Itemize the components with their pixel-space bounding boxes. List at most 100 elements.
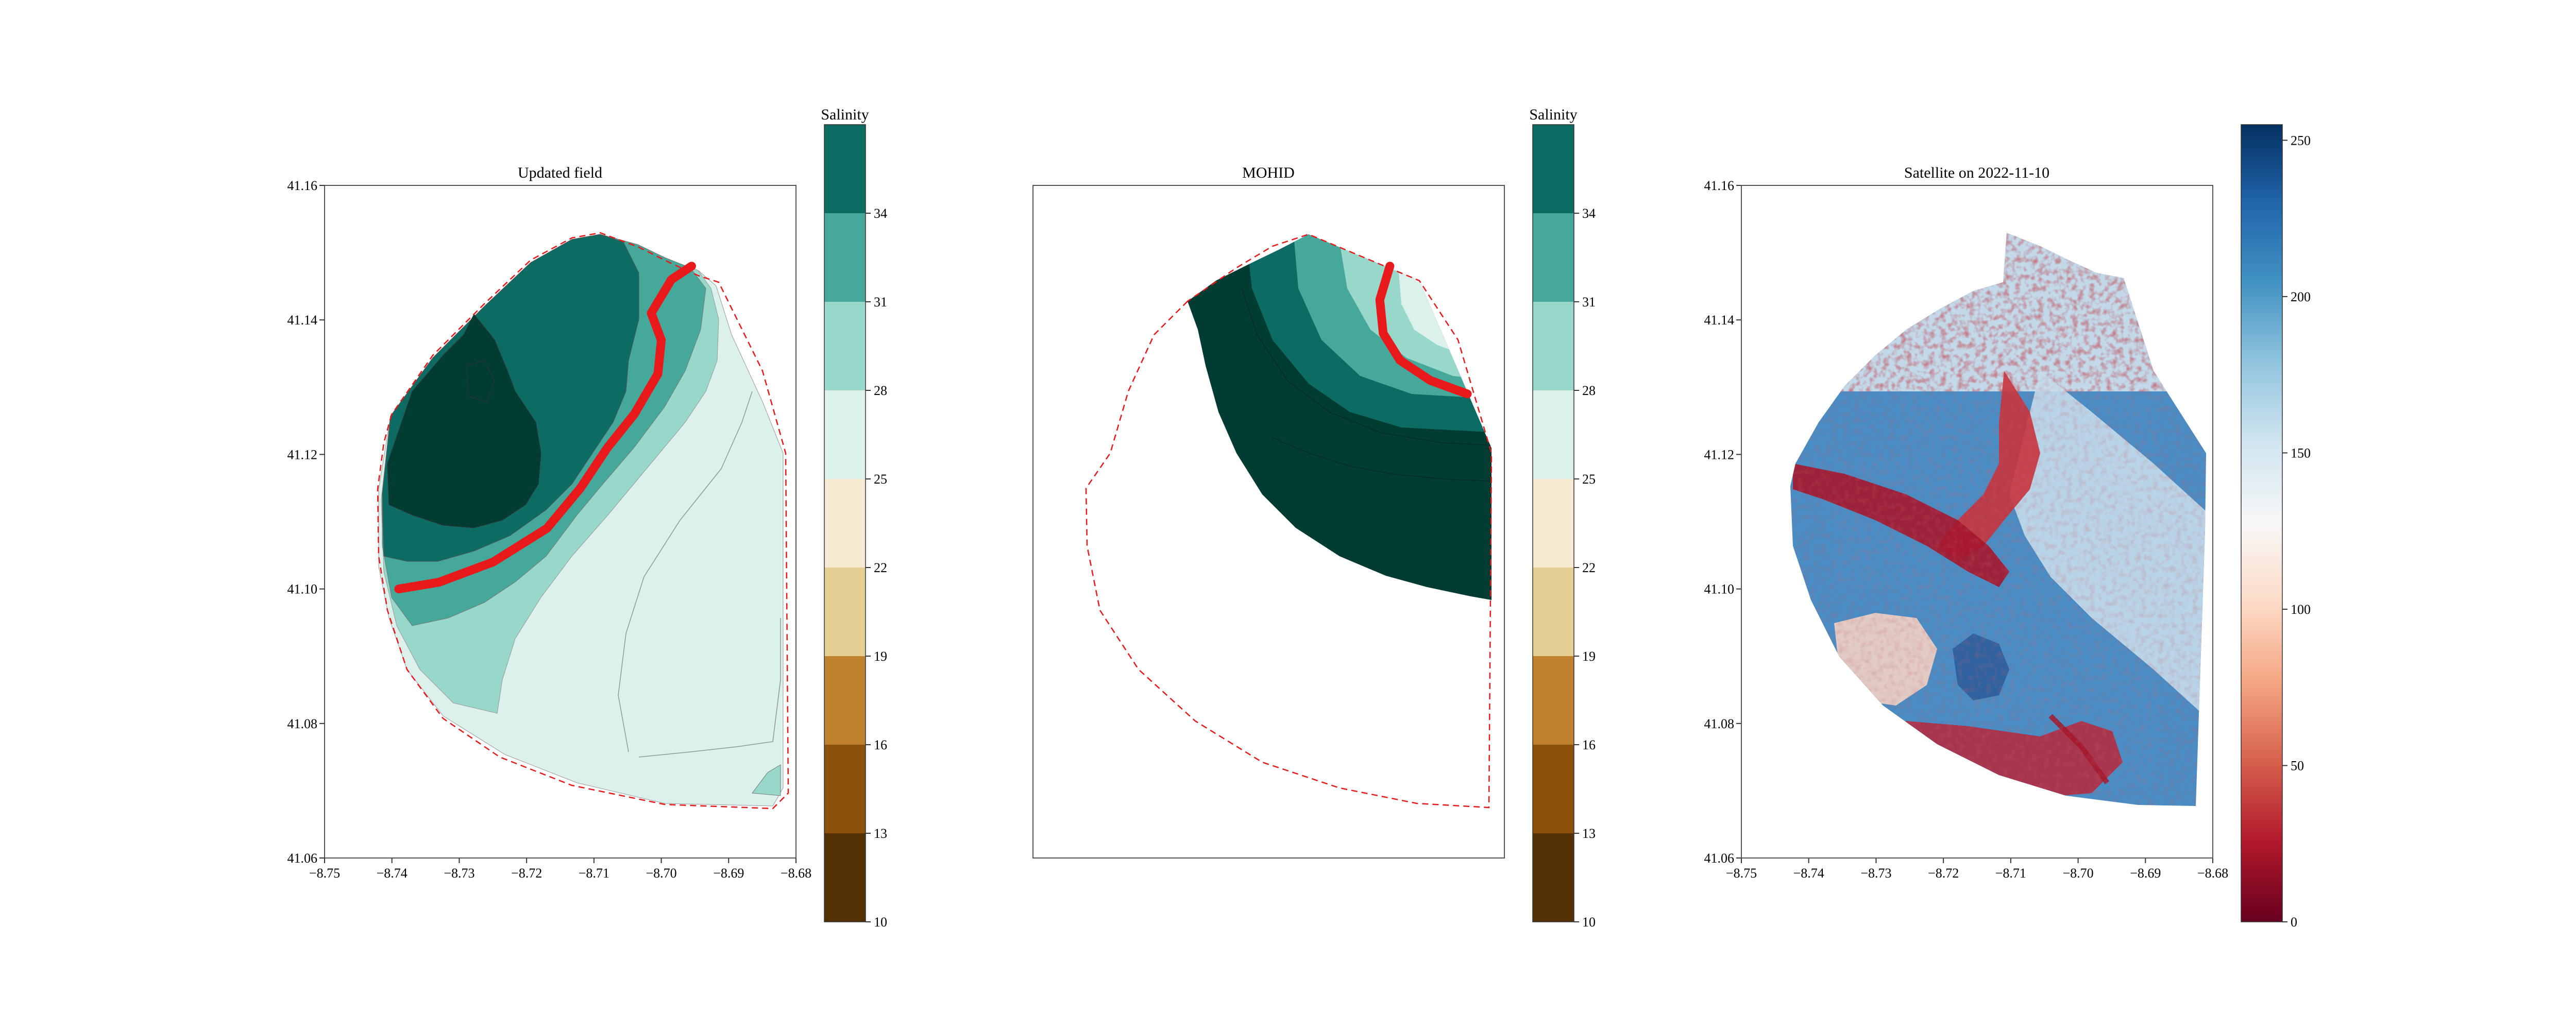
y-axis: 41.06 41.08 41.10 41.12 41.14 41.16 <box>1704 178 1741 866</box>
colorbar-label: Salinity <box>821 106 869 123</box>
contour-island-31 <box>466 360 495 402</box>
y-tick-label: 41.14 <box>1704 313 1735 328</box>
x-axis: −8.75 −8.74 −8.73 −8.72 −8.71 −8.70 −8.69 −8.68 <box>1726 858 2228 881</box>
x-tick-label: −8.72 <box>1928 866 1959 881</box>
salinity-contours <box>378 234 784 806</box>
colorbar-segment <box>1533 479 1574 568</box>
colorbar-segment <box>824 656 866 745</box>
colorbar-segment <box>824 745 866 833</box>
colorbar-tick-label: 16 <box>874 737 887 752</box>
colorbar-segment <box>1533 213 1574 302</box>
colorbar-tick-label: 13 <box>874 826 887 841</box>
y-tick-label: 41.12 <box>287 447 318 462</box>
panel-updated-field: Updated field −8.75 −8.74 −8.73 −8.72 −8.71−… <box>287 164 812 881</box>
colorbar-tick-label: 50 <box>2291 758 2304 773</box>
colorbar-tick-label: 150 <box>2291 445 2311 460</box>
colorbar-segment <box>824 479 866 568</box>
colorbar-segment <box>824 568 866 656</box>
front-line <box>394 262 696 594</box>
colorbar-label: Salinity <box>1529 106 1577 123</box>
contour-line <box>1272 437 1492 482</box>
contour-inner-line <box>618 391 753 752</box>
contour-inner-line <box>638 618 781 758</box>
panel-title: Satellite on 2022-11-10 <box>1904 164 2049 181</box>
colorbar-segment <box>824 213 866 302</box>
x-tick-label: −8.73 <box>444 866 474 881</box>
x-tick-label: −8.68 <box>781 866 811 881</box>
x-tick-label: −8.68 <box>2197 866 2228 881</box>
colorbar-segment <box>824 125 866 213</box>
colorbar-frame <box>1532 124 1574 922</box>
colorbar-segment <box>1533 745 1574 833</box>
colorbar-tick-label: 25 <box>874 472 887 487</box>
satellite-colorbar: 0 50 100 150 200 250 <box>2241 124 2311 930</box>
front-line <box>1375 262 1472 399</box>
x-tick-label: −8.71 <box>579 866 609 881</box>
contour-band-37 <box>387 314 541 528</box>
colorbar-tick-label: 16 <box>1582 737 1596 752</box>
x-tick-label: −8.69 <box>2130 866 2161 881</box>
colorbar-segment <box>1533 125 1574 213</box>
y-tick-label: 41.06 <box>1704 851 1735 866</box>
colorbar-tick-label: 31 <box>874 295 887 310</box>
x-tick-label: −8.70 <box>2062 866 2093 881</box>
x-tick-label: −8.74 <box>1793 866 1824 881</box>
y-tick-label: 41.16 <box>1704 178 1735 193</box>
colorbar-tick-label: 25 <box>1582 472 1596 487</box>
colorbar-tick-label: 200 <box>2291 289 2311 304</box>
colorbar-tick-label: 19 <box>1582 649 1596 664</box>
panel-title: MOHID <box>1242 164 1295 181</box>
colorbar-tick-label: 22 <box>874 560 887 575</box>
colorbar-tick-label: 10 <box>874 915 887 930</box>
colorbar-gradient <box>2241 124 2283 922</box>
y-tick-label: 41.08 <box>287 716 318 731</box>
contour-line <box>1241 288 1492 446</box>
x-tick-label: −8.74 <box>377 866 408 881</box>
colorbar-tick-label: 28 <box>874 383 887 398</box>
colorbar-tick-label: 31 <box>1582 295 1596 310</box>
x-tick-label: −8.73 <box>1860 866 1891 881</box>
x-tick-label: −8.69 <box>713 866 744 881</box>
salinity-colorbar: Salinity 10 13 16 19 22 25 28 31 34 <box>821 106 887 930</box>
y-axis: 41.06 41.08 41.10 41.12 41.14 41.16 <box>287 178 325 866</box>
colorbar-tick-label: 34 <box>1582 206 1596 221</box>
colorbar-segment <box>1533 302 1574 390</box>
x-tick-label: −8.75 <box>309 866 340 881</box>
colorbar-tick-label: 10 <box>1582 915 1596 930</box>
colorbar-tick-label: 34 <box>874 206 887 221</box>
y-tick-label: 41.10 <box>1704 582 1735 597</box>
colorbar-segment <box>1533 568 1574 656</box>
y-tick-label: 41.08 <box>1704 716 1735 731</box>
panel-mohid: MOHID −8.75 −8.74 −8.73 −8.72 −8.71 −8.70 −8.6… <box>1032 164 2228 881</box>
colorbar-tick-label: 22 <box>1582 560 1596 575</box>
colorbar-segment <box>824 390 866 479</box>
colorbar-tick-label: 0 <box>2291 915 2297 930</box>
domain-boundary <box>1085 233 1493 809</box>
x-tick-label: −8.72 <box>511 866 542 881</box>
domain-boundary <box>377 232 789 810</box>
colorbar-segment <box>1533 390 1574 479</box>
colorbar-tick-label: 19 <box>874 649 887 664</box>
salinity-colorbar: Salinity 10 13 16 19 22 25 28 31 34 <box>1529 106 1596 930</box>
x-tick-label: −8.70 <box>646 866 676 881</box>
x-tick-label: −8.75 <box>1726 866 1757 881</box>
y-tick-label: 41.12 <box>1704 447 1735 462</box>
colorbar-tick-label: 13 <box>1582 826 1596 841</box>
y-tick-label: 41.10 <box>287 582 318 597</box>
colorbar-segment <box>824 833 866 922</box>
colorbar-segment <box>824 302 866 390</box>
panel-satellite: Satellite on 2022-11-10 <box>1741 164 2213 859</box>
colorbar-frame <box>824 124 866 922</box>
panel-title: Updated field <box>518 164 602 181</box>
colorbar-tick-label: 250 <box>2291 133 2311 148</box>
colorbar-segment <box>1533 656 1574 745</box>
colorbar-segment <box>1533 833 1574 922</box>
x-tick-label: −8.71 <box>1995 866 2026 881</box>
colorbar-tick-label: 28 <box>1582 383 1596 398</box>
y-tick-label: 41.16 <box>287 178 318 193</box>
x-axis: −8.75 −8.74 −8.73 −8.72 −8.71 −8.70 −8.69 −8.68 <box>309 858 811 881</box>
y-tick-label: 41.06 <box>287 851 318 866</box>
y-tick-label: 41.14 <box>287 313 318 328</box>
contour-corner-patch <box>752 764 781 796</box>
